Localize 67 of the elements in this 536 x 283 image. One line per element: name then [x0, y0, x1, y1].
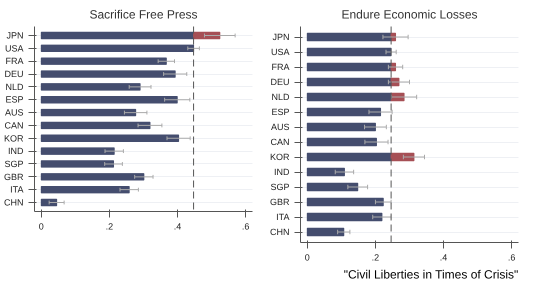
y-tick-label: JPN [6, 30, 24, 40]
y-tick-label: DEU [270, 77, 290, 87]
y-tick-label: NLD [271, 92, 290, 102]
y-tick-label: KOR [270, 152, 290, 162]
x-tick-label: .2 [372, 252, 380, 262]
bar [40, 173, 144, 181]
y-tick-label: ITA [276, 212, 290, 222]
bar [306, 138, 377, 146]
y-tick-label: ITA [10, 184, 24, 195]
bar [40, 57, 167, 65]
chart-title: Sacrifice Free Press [89, 8, 198, 22]
y-tick-label: GBR [270, 197, 290, 207]
bar [306, 62, 392, 72]
bar [40, 186, 130, 194]
y-tick-label: SGP [270, 182, 290, 192]
bar [306, 198, 384, 206]
y-tick-label: JPN [272, 32, 290, 42]
y-tick-label: AUS [270, 122, 290, 132]
bar [306, 78, 392, 86]
bar [40, 70, 176, 78]
bar [306, 228, 344, 236]
bar [40, 83, 141, 91]
x-tick-label: .4 [174, 222, 182, 232]
x-tick-label: 0 [38, 222, 44, 232]
chart-title: Endure Economic Losses [341, 8, 478, 22]
y-tick-label: IND [274, 167, 290, 177]
y-tick-label: CHN [270, 227, 290, 237]
bar [306, 182, 358, 192]
y-tick-label: KOR [4, 133, 24, 144]
y-tick-label: SGP [4, 158, 24, 169]
bar [306, 152, 392, 162]
y-tick-label: USA [4, 43, 24, 54]
y-tick-label: GBR [4, 172, 24, 182]
bar [306, 92, 392, 102]
bar [40, 108, 136, 116]
y-tick-label: CAN [270, 137, 290, 147]
x-tick-label: 0 [304, 252, 310, 262]
y-tick-label: CHN [4, 198, 24, 208]
bar [40, 96, 178, 104]
bar [306, 32, 392, 42]
y-tick-label: DEU [4, 69, 24, 80]
y-tick-label: CAN [4, 120, 24, 130]
bar [306, 108, 382, 116]
bar [40, 44, 194, 52]
y-tick-label: IND [8, 146, 24, 156]
y-tick-label: FRA [6, 56, 24, 66]
y-tick-label: USA [270, 47, 290, 57]
bar [40, 122, 150, 130]
bar [390, 152, 414, 162]
x-tick-label: .6 [508, 252, 516, 262]
y-tick-label: ESP [271, 107, 290, 117]
x-tick-label: .6 [242, 222, 250, 232]
bar [306, 122, 376, 132]
bar [306, 48, 392, 56]
y-tick-label: AUS [4, 108, 24, 118]
y-tick-label: ESP [5, 94, 24, 105]
bar [40, 134, 180, 142]
x-tick-label: .2 [106, 222, 114, 232]
text: "Civil Liberties in Times of Crisis" [344, 268, 518, 282]
bar [40, 147, 115, 155]
bar [306, 168, 345, 176]
y-tick-label: NLD [5, 82, 24, 92]
y-tick-label: FRA [272, 62, 290, 72]
bar [40, 32, 194, 40]
bar [306, 212, 382, 222]
x-tick-label: .4 [440, 252, 448, 262]
bar [40, 160, 114, 168]
